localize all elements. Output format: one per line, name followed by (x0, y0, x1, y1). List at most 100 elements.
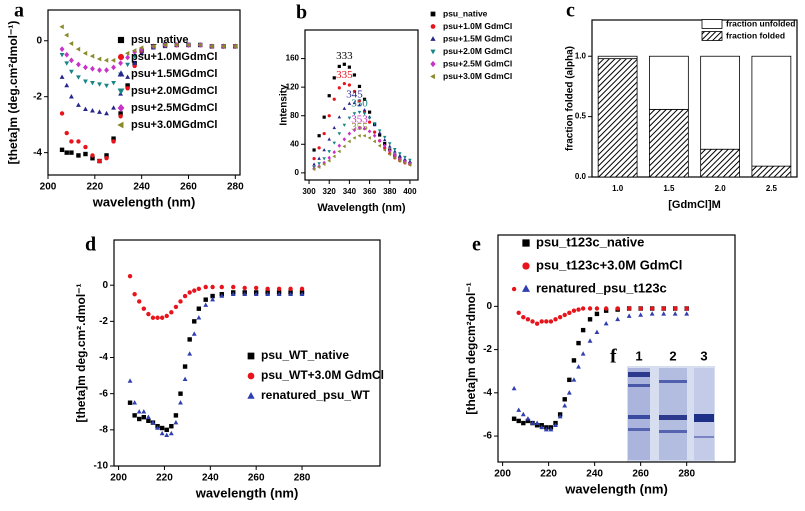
marker (367, 136, 371, 140)
marker (367, 110, 372, 114)
marker (557, 413, 563, 419)
x-tick-label: 200 (110, 473, 127, 484)
y-tick-label: 0.5 (575, 112, 587, 121)
x-tick-label: 260 (248, 473, 265, 484)
legend-label: psu+2.5MGdmCl (131, 102, 218, 114)
marker (83, 79, 88, 84)
marker (337, 132, 342, 136)
marker (317, 146, 321, 150)
marker (317, 165, 321, 169)
marker (192, 319, 197, 324)
marker (276, 286, 282, 292)
marker (203, 284, 208, 290)
marker (155, 425, 160, 430)
legend-label: renatured_psu_t123c (536, 280, 667, 295)
legend-label: psu_WT+3.0M GdmCl (261, 368, 384, 382)
marker (299, 291, 305, 296)
marker (178, 299, 183, 304)
marker (312, 156, 316, 161)
legend-label: psu_WT_native (261, 348, 349, 362)
marker (104, 156, 109, 161)
marker (367, 120, 372, 124)
marker (580, 327, 586, 333)
legend-label: psu+1.5MGdmCl (131, 68, 218, 80)
gel-band (628, 428, 650, 431)
peak-label: 345 (346, 88, 363, 100)
marker (192, 288, 197, 293)
marker (337, 149, 341, 154)
marker (137, 299, 142, 304)
marker (182, 376, 188, 381)
gel-band (694, 436, 714, 438)
marker (511, 416, 517, 421)
marker (562, 403, 568, 408)
marker (322, 162, 326, 167)
gel-image: f 1 2 3 (610, 346, 715, 462)
x-tick-label: 400 (403, 187, 417, 196)
plot-frame (497, 234, 736, 463)
marker (150, 43, 156, 49)
marker (117, 36, 125, 44)
marker (539, 319, 544, 324)
marker (125, 86, 130, 91)
marker (544, 319, 549, 324)
marker (649, 306, 655, 311)
x-tick-label: 220 (540, 469, 557, 480)
marker (352, 73, 357, 77)
marker (132, 60, 138, 65)
marker (159, 430, 165, 436)
bar-segment (700, 55, 741, 150)
marker (342, 123, 347, 127)
marker (173, 419, 179, 425)
marker (83, 151, 88, 157)
marker (342, 62, 346, 66)
marker (530, 319, 535, 324)
marker (615, 306, 620, 311)
marker (332, 141, 337, 145)
x-tick-label: 1.0 (612, 184, 624, 193)
marker (312, 148, 316, 152)
x-tick-label: 1.5 (663, 184, 675, 193)
marker (196, 286, 202, 292)
x-tick-label: 280 (678, 469, 695, 480)
marker (372, 133, 377, 138)
marker (362, 112, 367, 116)
marker (327, 114, 331, 118)
marker (169, 424, 174, 429)
marker (182, 364, 188, 369)
bar-segment (597, 58, 638, 178)
marker (104, 67, 109, 73)
marker (430, 49, 436, 55)
marker (332, 97, 336, 101)
marker (332, 150, 337, 155)
marker (127, 400, 133, 405)
marker (118, 111, 123, 116)
marker (220, 43, 226, 49)
marker (543, 426, 549, 432)
marker (347, 139, 351, 144)
marker (164, 313, 169, 319)
marker (382, 143, 387, 148)
panel: d wavelength (nm) [theta]m deg.cm².dmol⁻¹ 0… (74, 234, 384, 501)
marker (430, 73, 435, 80)
marker (520, 411, 526, 417)
marker (317, 156, 321, 160)
y-tick-label: -8 (99, 424, 108, 435)
x-tick-label: 2.0 (715, 184, 727, 193)
y-tick-label: 1.0 (575, 51, 587, 60)
marker (83, 106, 88, 112)
marker (580, 306, 586, 311)
marker (232, 43, 238, 49)
marker (387, 142, 392, 146)
marker (430, 11, 436, 17)
y-tick-label: -4 (483, 387, 492, 398)
marker (327, 158, 331, 163)
x-tick-label: 240 (586, 469, 603, 480)
marker (90, 65, 95, 72)
marker (159, 315, 165, 320)
marker (377, 138, 382, 143)
marker (342, 137, 347, 142)
marker (231, 284, 236, 290)
marker (571, 308, 577, 313)
marker (247, 391, 255, 399)
